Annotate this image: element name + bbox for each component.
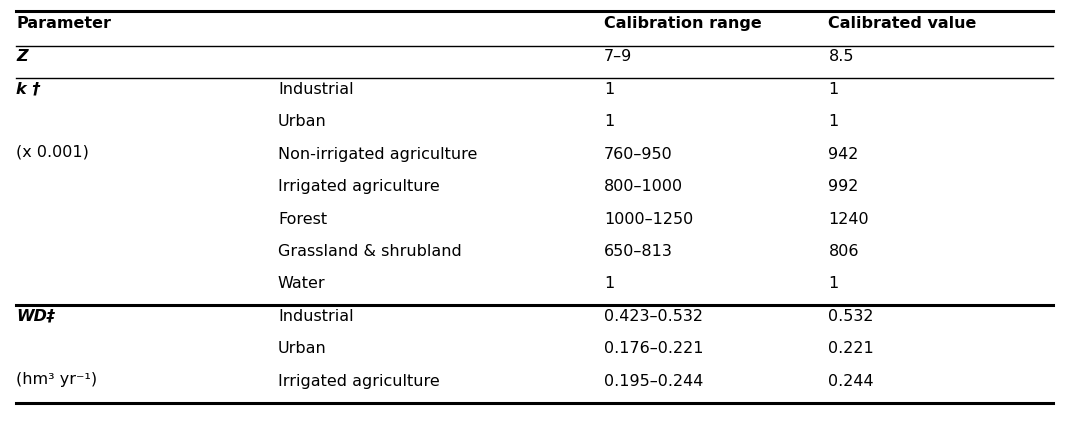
Text: 1: 1 [828, 114, 839, 129]
Text: 7–9: 7–9 [604, 49, 632, 64]
Text: 0.195–0.244: 0.195–0.244 [604, 374, 703, 389]
Text: Z: Z [16, 49, 28, 64]
Text: k †: k † [16, 82, 41, 97]
Text: 806: 806 [828, 244, 859, 259]
Text: 800–1000: 800–1000 [604, 179, 683, 194]
Text: 1: 1 [604, 114, 615, 129]
Text: 0.244: 0.244 [828, 374, 874, 389]
Text: 8.5: 8.5 [828, 49, 854, 64]
Text: 1: 1 [604, 276, 615, 291]
Text: 650–813: 650–813 [604, 244, 672, 259]
Text: Grassland & shrubland: Grassland & shrubland [278, 244, 462, 259]
Text: (hm³ yr⁻¹): (hm³ yr⁻¹) [16, 372, 97, 387]
Text: 1: 1 [828, 276, 839, 291]
Text: (x 0.001): (x 0.001) [16, 145, 89, 160]
Text: 760–950: 760–950 [604, 147, 672, 162]
Text: Calibrated value: Calibrated value [828, 16, 977, 31]
Text: Urban: Urban [278, 341, 327, 356]
Text: 1240: 1240 [828, 212, 869, 226]
Text: Industrial: Industrial [278, 309, 354, 324]
Text: Irrigated agriculture: Irrigated agriculture [278, 179, 439, 194]
Text: Irrigated agriculture: Irrigated agriculture [278, 374, 439, 389]
Text: Industrial: Industrial [278, 82, 354, 97]
Text: 1: 1 [604, 82, 615, 97]
Text: 942: 942 [828, 147, 858, 162]
Text: Calibration range: Calibration range [604, 16, 762, 31]
Text: WD‡: WD‡ [16, 309, 55, 324]
Text: 0.176–0.221: 0.176–0.221 [604, 341, 703, 356]
Text: Forest: Forest [278, 212, 327, 226]
Text: Parameter: Parameter [16, 16, 111, 31]
Text: Non-irrigated agriculture: Non-irrigated agriculture [278, 147, 478, 162]
Text: Water: Water [278, 276, 326, 291]
Text: 992: 992 [828, 179, 858, 194]
Text: 1000–1250: 1000–1250 [604, 212, 693, 226]
Text: 0.423–0.532: 0.423–0.532 [604, 309, 703, 324]
Text: 1: 1 [828, 82, 839, 97]
Text: 0.221: 0.221 [828, 341, 874, 356]
Text: 0.532: 0.532 [828, 309, 874, 324]
Text: Urban: Urban [278, 114, 327, 129]
